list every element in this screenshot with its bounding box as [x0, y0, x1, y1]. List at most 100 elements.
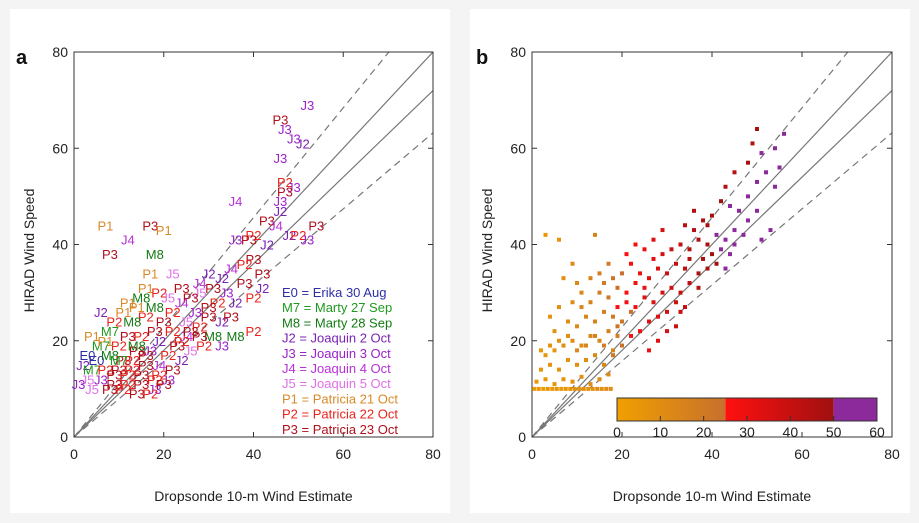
colorbar-tick-label: 20	[696, 424, 712, 440]
data-point	[593, 353, 597, 358]
data-point	[606, 329, 611, 334]
data-point	[586, 386, 591, 391]
data-point: J3	[287, 180, 301, 195]
data-point	[575, 362, 579, 367]
legend-entry: J2 = Joaquin 2 Oct	[282, 331, 391, 346]
data-point: P1	[84, 329, 100, 344]
data-point: P2	[120, 377, 136, 392]
data-point	[545, 386, 550, 391]
data-point: P1	[115, 305, 131, 320]
data-point	[563, 386, 568, 391]
data-point	[741, 232, 746, 237]
data-point: M7	[101, 324, 119, 339]
data-point: M8	[146, 300, 164, 315]
data-point	[728, 252, 732, 257]
data-point	[541, 386, 546, 391]
data-point	[561, 343, 566, 348]
y-tick-label: 0	[60, 429, 68, 445]
data-point	[728, 204, 732, 208]
data-point	[696, 285, 701, 290]
data-point: M8	[204, 329, 222, 344]
data-point: P2	[196, 339, 212, 354]
data-point	[714, 232, 719, 237]
data-point: J3	[274, 194, 288, 209]
data-point	[723, 184, 728, 189]
data-point	[732, 170, 737, 175]
colorbar-tick-label: 60	[869, 424, 885, 440]
data-point	[669, 247, 674, 252]
data-point: P3	[205, 281, 221, 296]
legend-entry: E0 = Erika 30 Aug	[282, 285, 386, 300]
data-point: P2	[124, 353, 140, 368]
colorbar-tick-label: 0	[613, 424, 621, 440]
data-point	[647, 348, 651, 353]
data-point	[683, 266, 687, 271]
data-point	[543, 377, 548, 382]
x-axis-label: Dropsonde 10-m Wind Estimate	[154, 488, 353, 504]
data-point: J2	[260, 238, 274, 253]
data-point	[629, 333, 633, 338]
data-point	[588, 333, 593, 338]
data-point: P3	[223, 310, 239, 325]
data-point	[566, 358, 570, 362]
data-point: J4	[152, 358, 166, 373]
data-point	[606, 261, 611, 266]
data-point: J4	[193, 276, 207, 291]
data-point: P3	[129, 387, 145, 402]
data-point: P3	[133, 377, 149, 392]
data-point: P3	[147, 324, 163, 339]
panel-letter: b	[476, 47, 488, 69]
data-point: P2	[192, 319, 208, 334]
y-tick-label: 40	[52, 237, 68, 253]
data-point: P3	[255, 266, 271, 281]
data-point: J3	[148, 382, 162, 397]
colorbar: 0 10 20 30 40 50 60	[613, 397, 885, 440]
data-point: M8	[123, 315, 141, 330]
x-tick-label: 40	[246, 446, 262, 462]
data-point	[687, 256, 692, 261]
data-point: M7	[110, 353, 128, 368]
data-point	[593, 319, 597, 324]
data-point	[588, 382, 593, 387]
data-point	[575, 281, 579, 285]
data-point	[683, 305, 687, 310]
data-point	[624, 300, 629, 305]
data-point	[660, 252, 665, 257]
data-point	[701, 218, 705, 223]
data-point	[611, 314, 615, 319]
data-point: P2	[165, 324, 181, 339]
data-point	[633, 305, 638, 310]
data-point: P2	[246, 324, 262, 339]
data-point: P2	[147, 372, 163, 387]
data-point	[755, 208, 759, 213]
data-point	[615, 333, 620, 338]
data-point: P2	[120, 367, 136, 382]
colorbar-segment	[617, 398, 726, 421]
data-point	[572, 386, 577, 391]
data-point: E0	[88, 353, 104, 368]
data-point	[755, 179, 759, 184]
data-point: J3	[287, 132, 301, 147]
data-point: J3	[229, 233, 243, 248]
data-point	[656, 266, 660, 271]
data-point	[773, 184, 777, 189]
panel-frame	[470, 9, 910, 513]
data-point	[782, 131, 786, 136]
data-point: P3	[174, 281, 190, 296]
colorbar-tick-label: 40	[783, 424, 799, 440]
data-point	[651, 300, 656, 305]
data-point	[620, 343, 624, 348]
data-point	[579, 305, 584, 310]
data-point: J3	[143, 343, 157, 358]
data-point	[638, 271, 642, 276]
data-point	[557, 305, 561, 310]
data-point: P1	[120, 295, 136, 310]
data-point	[602, 343, 606, 348]
data-point	[719, 247, 723, 252]
data-point: J2	[202, 266, 216, 281]
data-point	[570, 261, 575, 266]
data-point: J4	[269, 218, 283, 233]
data-point	[611, 348, 615, 353]
data-point: P2	[106, 315, 122, 330]
